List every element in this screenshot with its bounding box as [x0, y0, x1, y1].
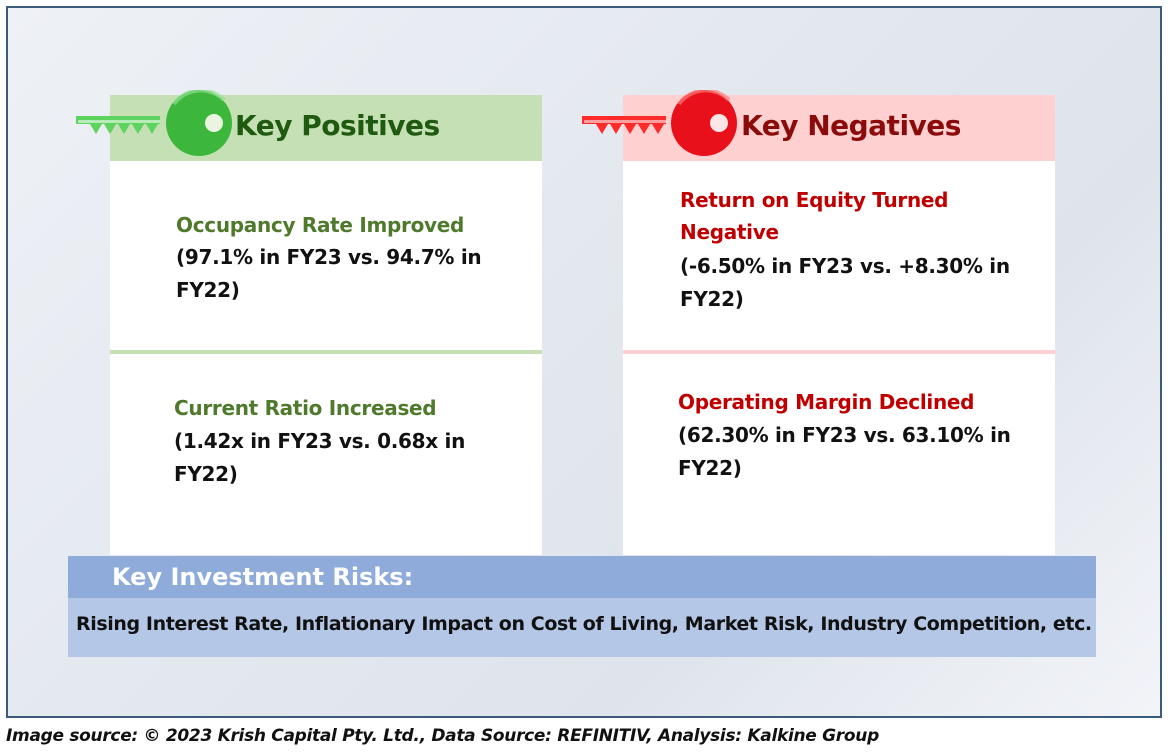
key-negatives-panel: Key Negatives Return on Equity Turned Ne…	[623, 95, 1055, 555]
key-investment-risks: Key Investment Risks: Rising Interest Ra…	[68, 556, 1096, 657]
positive-item-1-title: Occupancy Rate Improved	[176, 213, 465, 237]
positive-item-1-line1: (97.1% in FY23 vs. 94.7% in	[176, 245, 482, 269]
key-icon	[582, 90, 737, 156]
key-positives-title: Key Positives	[235, 109, 440, 142]
key-negatives-title: Key Negatives	[741, 109, 961, 142]
positive-item-2-line2: FY22)	[174, 462, 238, 486]
risks-header: Key Investment Risks:	[68, 556, 1096, 598]
positive-item-2-title: Current Ratio Increased	[174, 396, 437, 420]
negative-item-1-title-line2: Negative	[680, 220, 779, 244]
risks-body: Rising Interest Rate, Inflationary Impac…	[68, 598, 1096, 657]
key-positives-panel: Key Positives Occupancy Rate Improved (9…	[110, 95, 542, 555]
negative-item-1-title-line1: Return on Equity Turned	[680, 188, 949, 212]
negative-item-2-line2: FY22)	[678, 456, 742, 480]
negative-item-1-line1: (-6.50% in FY23 vs. +8.30% in	[680, 254, 1010, 278]
key-icon	[76, 90, 232, 156]
positives-divider	[110, 350, 542, 354]
negative-item-2-line1: (62.30% in FY23 vs. 63.10% in	[678, 423, 1011, 447]
risks-text: Rising Interest Rate, Inflationary Impac…	[76, 613, 1092, 635]
image-source-footer: Image source: © 2023 Krish Capital Pty. …	[6, 726, 879, 746]
negative-item-1-line2: FY22)	[680, 287, 744, 311]
positive-item-1-line2: FY22)	[176, 278, 240, 302]
risks-title: Key Investment Risks:	[112, 563, 414, 591]
negative-item-2-title: Operating Margin Declined	[678, 390, 975, 414]
positive-item-2-line1: (1.42x in FY23 vs. 0.68x in	[174, 429, 466, 453]
negatives-divider	[623, 350, 1055, 354]
